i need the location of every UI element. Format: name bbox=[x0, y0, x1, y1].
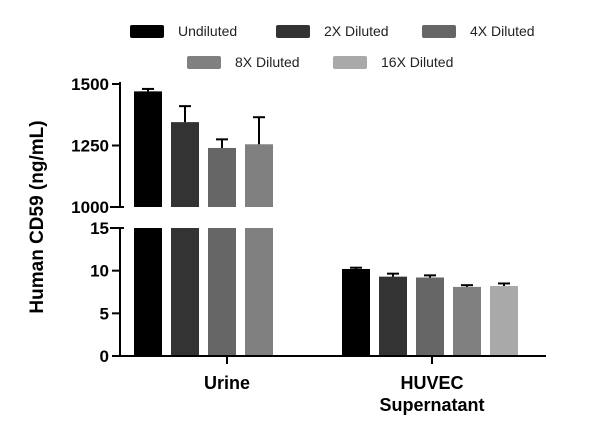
y-tick-label-lower: 0 bbox=[100, 347, 109, 366]
y-tick-label-upper: 1500 bbox=[71, 75, 109, 94]
category-label: Supernatant bbox=[379, 395, 484, 415]
y-tick-label-lower: 15 bbox=[90, 219, 109, 238]
y-tick-label-lower: 10 bbox=[90, 262, 109, 281]
category-label: HUVEC bbox=[400, 373, 463, 393]
legend-label-2: 4X Diluted bbox=[470, 23, 535, 39]
bar-huvec-2 bbox=[416, 277, 444, 356]
legend-swatch-0 bbox=[130, 25, 164, 38]
legend-swatch-3 bbox=[187, 56, 221, 69]
bar-urine-2 bbox=[208, 147, 236, 207]
bar-urine-lower-2 bbox=[208, 228, 236, 356]
legend-label-3: 8X Diluted bbox=[235, 54, 300, 70]
legend: Undiluted 2X Diluted 4X Diluted 8X Diluted 1… bbox=[130, 23, 535, 70]
bar-urine-1 bbox=[171, 122, 199, 207]
legend-label-1: 2X Diluted bbox=[324, 23, 389, 39]
bar-huvec-3 bbox=[453, 286, 481, 356]
y-tick-label-upper: 1000 bbox=[71, 198, 109, 217]
axes: 1000 1250 1500 0 5 10 15 bbox=[71, 75, 546, 366]
legend-swatch-1 bbox=[276, 25, 310, 38]
legend-swatch-4 bbox=[333, 56, 367, 69]
y-tick-label-lower: 5 bbox=[100, 304, 109, 323]
bar-urine-lower-0 bbox=[134, 228, 162, 356]
y-axis-label-group: Human CD59 (ng/mL) bbox=[27, 120, 48, 313]
legend-swatch-2 bbox=[422, 25, 456, 38]
legend-label-0: Undiluted bbox=[178, 23, 237, 39]
bar-huvec-0 bbox=[342, 268, 370, 356]
bar-huvec-4 bbox=[490, 286, 518, 356]
bar-huvec-1 bbox=[379, 276, 407, 356]
bar-urine-lower-1 bbox=[171, 228, 199, 356]
legend-label-4: 16X Diluted bbox=[381, 54, 453, 70]
category-label: Urine bbox=[204, 373, 250, 393]
lower-panel bbox=[134, 228, 518, 356]
bar-urine-lower-3 bbox=[245, 228, 273, 356]
upper-panel bbox=[134, 87, 273, 207]
y-axis-label: Human CD59 (ng/mL) bbox=[27, 120, 48, 313]
bar-urine-3 bbox=[245, 144, 273, 207]
bar-urine-0 bbox=[134, 91, 162, 207]
y-tick-label-upper: 1250 bbox=[71, 137, 109, 156]
